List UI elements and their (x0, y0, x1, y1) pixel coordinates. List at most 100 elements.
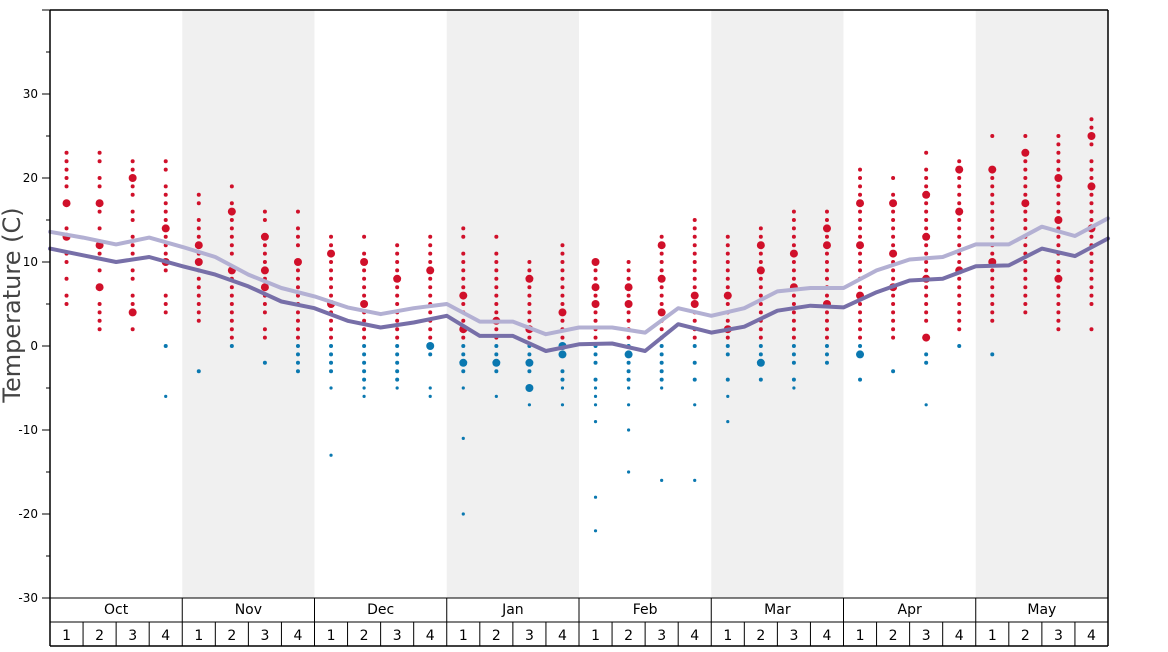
data-point (924, 176, 929, 180)
data-point (756, 266, 765, 275)
data-point (957, 192, 962, 197)
data-point (1056, 184, 1061, 189)
data-point (1056, 159, 1061, 164)
data-point (1056, 167, 1061, 172)
data-point (130, 251, 135, 256)
data-point (858, 192, 863, 197)
data-point (494, 285, 499, 290)
data-point (494, 327, 499, 332)
data-point (163, 201, 168, 206)
data-point (924, 352, 929, 357)
data-point (756, 358, 765, 367)
data-point (130, 276, 135, 281)
data-point (560, 386, 565, 390)
data-point (725, 302, 730, 306)
data-point (990, 276, 995, 281)
data-point (858, 218, 863, 222)
data-point (1023, 268, 1028, 273)
data-point (723, 291, 732, 300)
data-point (1089, 302, 1094, 306)
data-point (461, 436, 465, 440)
data-point (990, 234, 995, 239)
data-point (196, 226, 201, 231)
data-point (858, 251, 863, 256)
data-point (659, 344, 664, 348)
data-point (395, 344, 400, 348)
week-label: 2 (889, 628, 898, 644)
data-point (657, 274, 666, 283)
data-point (891, 310, 896, 315)
data-point (527, 318, 532, 323)
data-point (329, 327, 334, 332)
data-point (428, 394, 432, 398)
data-point (459, 358, 468, 367)
data-point (196, 192, 201, 197)
data-point (891, 209, 896, 214)
data-point (461, 285, 466, 290)
data-point (494, 310, 499, 315)
data-point (957, 159, 962, 164)
month-label: Feb (633, 602, 658, 618)
data-point (163, 293, 168, 298)
data-point (758, 276, 763, 281)
data-point (95, 283, 104, 292)
data-point (130, 302, 135, 306)
data-point (527, 285, 532, 290)
data-point (924, 260, 929, 264)
data-point (1056, 234, 1061, 239)
data-point (924, 243, 929, 248)
data-point (362, 268, 367, 273)
data-point (1023, 260, 1028, 264)
data-point (957, 302, 962, 306)
data-point (955, 207, 964, 216)
data-point (163, 218, 168, 222)
data-point (1089, 192, 1094, 197)
data-point (659, 352, 664, 357)
data-point (1089, 251, 1094, 256)
data-point (527, 403, 532, 407)
data-point (1023, 293, 1028, 298)
data-point (461, 234, 466, 239)
data-point (362, 327, 367, 332)
data-point (924, 201, 929, 206)
data-point (428, 251, 433, 256)
data-point (1054, 216, 1063, 224)
data-point (891, 176, 896, 180)
week-label: 3 (922, 628, 931, 644)
week-label: 4 (294, 628, 303, 644)
data-point (791, 344, 796, 348)
data-point (329, 369, 334, 374)
data-point (924, 285, 929, 290)
data-point (990, 192, 995, 197)
data-point (362, 276, 367, 281)
data-point (262, 260, 267, 264)
data-point (229, 335, 234, 340)
data-point (692, 268, 697, 273)
data-point (130, 159, 135, 164)
data-point (1023, 209, 1028, 214)
data-point (494, 276, 499, 281)
data-point (1089, 201, 1094, 206)
data-point (824, 327, 829, 332)
data-point (64, 159, 69, 164)
data-point (990, 134, 995, 138)
data-point (395, 243, 400, 248)
data-point (758, 344, 763, 348)
data-point (1056, 201, 1061, 206)
week-label: 2 (1021, 628, 1030, 644)
data-point (858, 377, 863, 382)
data-point (824, 293, 829, 298)
week-label: 3 (393, 628, 402, 644)
data-point (97, 159, 102, 164)
data-point (97, 176, 102, 180)
data-point (560, 285, 565, 290)
data-point (858, 344, 863, 348)
data-point (461, 512, 465, 516)
data-point (395, 327, 400, 332)
data-point (494, 394, 498, 398)
data-point (758, 234, 763, 239)
data-point (428, 276, 433, 281)
month-band-may (975, 10, 1108, 598)
data-point (360, 258, 369, 266)
data-point (362, 352, 367, 357)
